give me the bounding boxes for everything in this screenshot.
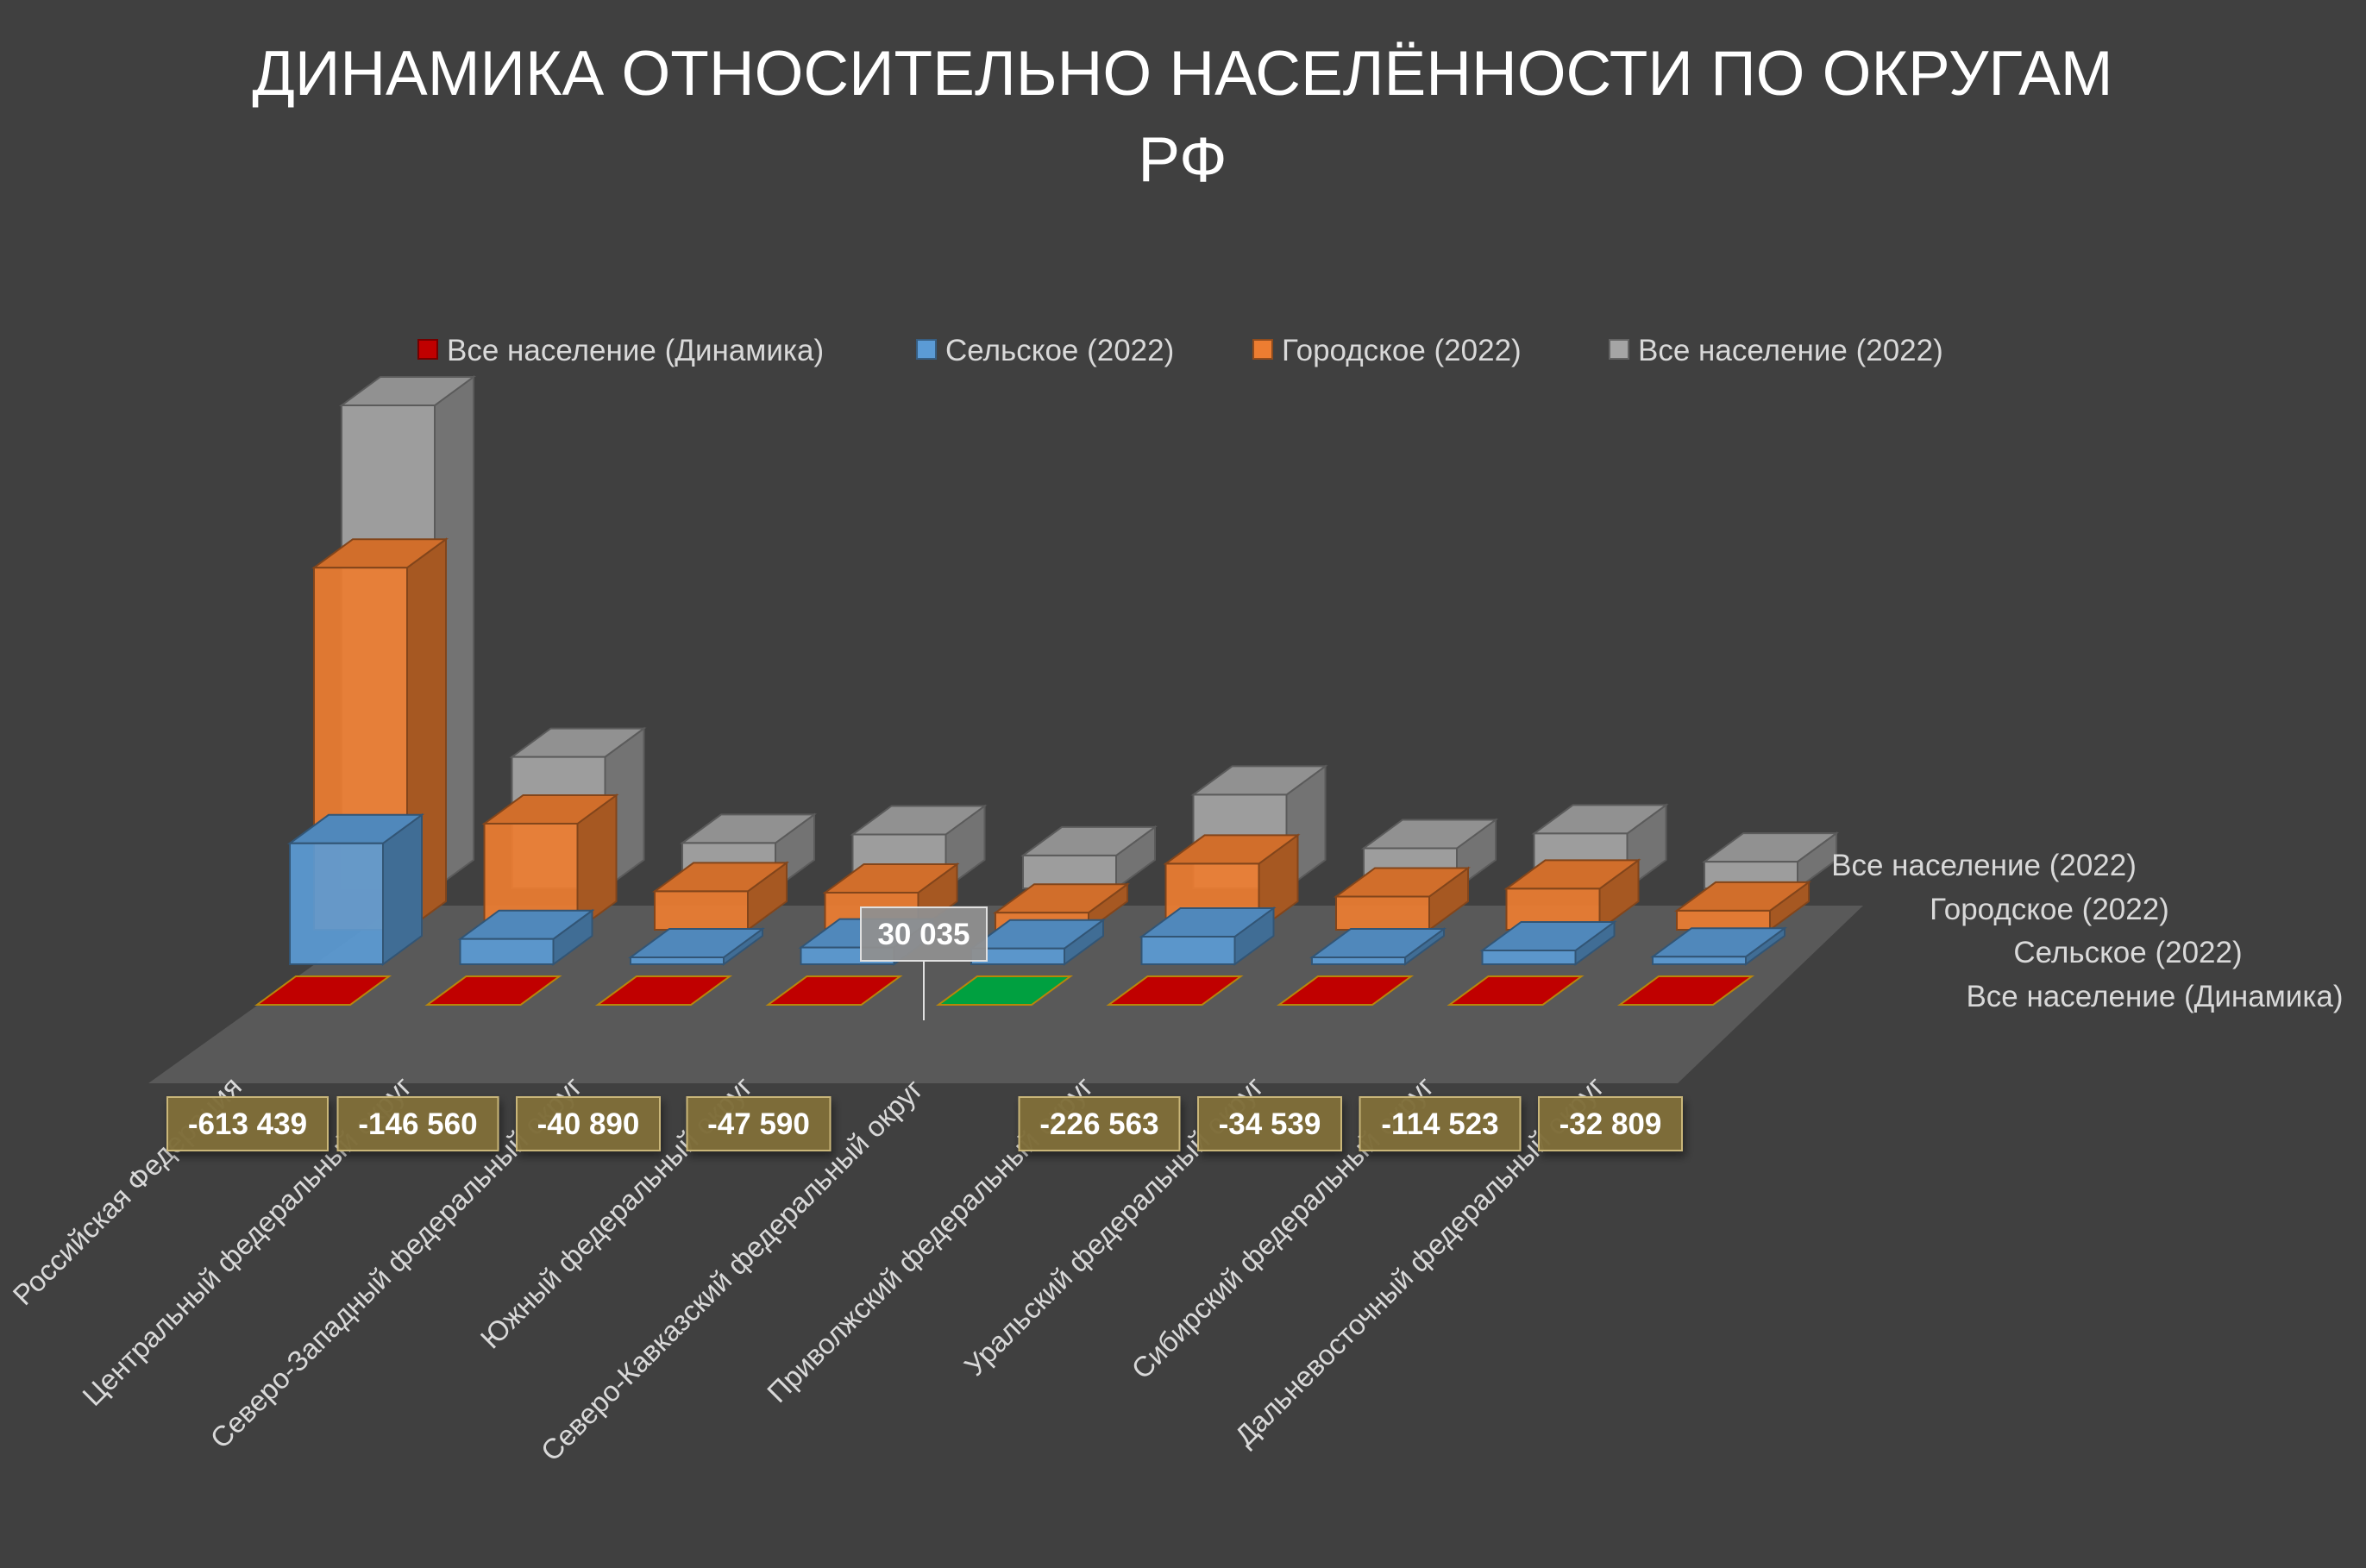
data-label-1: -146 560 [336, 1096, 499, 1151]
bar-сельское-2022-8 [1649, 926, 1788, 966]
series-0-bars [254, 975, 1755, 1006]
bar-все-население-динамика-7 [1447, 975, 1585, 1006]
bar-все-население-динамика-3 [765, 975, 903, 1006]
bar-сельское-2022-4 [968, 918, 1107, 966]
data-label-0: -613 439 [166, 1096, 329, 1151]
bar-все-население-2022-4 [1020, 825, 1158, 890]
svg-text:Все население (Динамика): Все население (Динамика) [447, 334, 824, 367]
svg-text:30 035: 30 035 [877, 918, 970, 951]
svg-text:-47 590: -47 590 [707, 1107, 810, 1141]
bar-сельское-2022-2 [627, 927, 766, 966]
data-label-6: -34 539 [1197, 1096, 1342, 1151]
bar-все-население-динамика-8 [1616, 975, 1755, 1006]
legend-item-сельское-2022: Сельское (2022) [916, 334, 1174, 367]
bar-сельское-2022-5 [1139, 906, 1277, 966]
depth-label-сельское-2022: Сельское (2022) [2013, 936, 2242, 969]
bar-сельское-2022-7 [1479, 920, 1617, 966]
svg-text:-226 563: -226 563 [1039, 1107, 1158, 1141]
svg-text:-613 439: -613 439 [188, 1107, 307, 1141]
data-label-8: -32 809 [1538, 1096, 1683, 1151]
bar-городское-2022-8 [1673, 880, 1812, 931]
data-label-3: -47 590 [686, 1096, 832, 1151]
bar-сельское-2022-6 [1309, 927, 1447, 966]
legend-item-все-население-динамика: Все население (Динамика) [417, 334, 824, 367]
svg-text:-114 523: -114 523 [1381, 1107, 1498, 1141]
depth-axis: Все население (Динамика) Сельское (2022) Г… [1831, 849, 2343, 1013]
bar-все-население-динамика-5 [1106, 975, 1244, 1006]
plot-area [254, 375, 1840, 1006]
svg-text:Городское (2022): Городское (2022) [1282, 334, 1522, 367]
legend-item-все-население-2022: Все население (2022) [1609, 334, 1943, 367]
series-1-bars [286, 812, 1788, 966]
svg-text:Все население (2022): Все население (2022) [1638, 334, 1943, 367]
bar-все-население-динамика-6 [1276, 975, 1415, 1006]
bar-сельское-2022-1 [457, 908, 595, 966]
legend-item-городское-2022: Городское (2022) [1252, 334, 1522, 367]
bar-все-население-динамика-4 [935, 975, 1074, 1006]
svg-text:-40 890: -40 890 [537, 1107, 640, 1141]
bar-городское-2022-6 [1333, 866, 1472, 931]
data-label-5: -226 563 [1018, 1096, 1181, 1151]
bar-все-население-2022-8 [1701, 831, 1840, 890]
chart-title-line-2: РФ [1138, 125, 1227, 195]
bar-все-население-динамика-0 [254, 975, 392, 1006]
legend: Все население (Динамика) Сельское (2022) Г… [417, 334, 1943, 367]
bar-городское-2022-2 [651, 861, 790, 931]
bar-сельское-2022-0 [286, 812, 425, 966]
bar-все-население-динамика-1 [424, 975, 562, 1006]
chart-title-line-1: ДИНАМИКА ОТНОСИТЕЛЬНО НАСЕЛЁННОСТИ ПО ОК… [252, 39, 2112, 109]
svg-text:Сельское (2022): Сельское (2022) [945, 334, 1174, 367]
depth-label-все-население-2022: Все население (2022) [1831, 849, 2137, 882]
bar-городское-2022-1 [481, 793, 619, 931]
data-label-2: -40 890 [516, 1096, 661, 1151]
depth-label-городское-2022: Городское (2022) [1930, 893, 2169, 926]
data-labels: -613 439 -146 560 -40 890 -47 590 30 035 -226… [166, 906, 1683, 1151]
svg-text:-32 809: -32 809 [1560, 1107, 1662, 1141]
svg-text:-34 539: -34 539 [1219, 1107, 1321, 1141]
svg-text:-146 560: -146 560 [358, 1107, 477, 1141]
depth-label-все-население-динамика: Все население (Динамика) [1966, 980, 2343, 1013]
data-label-7: -114 523 [1359, 1096, 1522, 1151]
bar-все-население-динамика-2 [594, 975, 733, 1006]
data-label-4: 30 035 [860, 906, 988, 962]
